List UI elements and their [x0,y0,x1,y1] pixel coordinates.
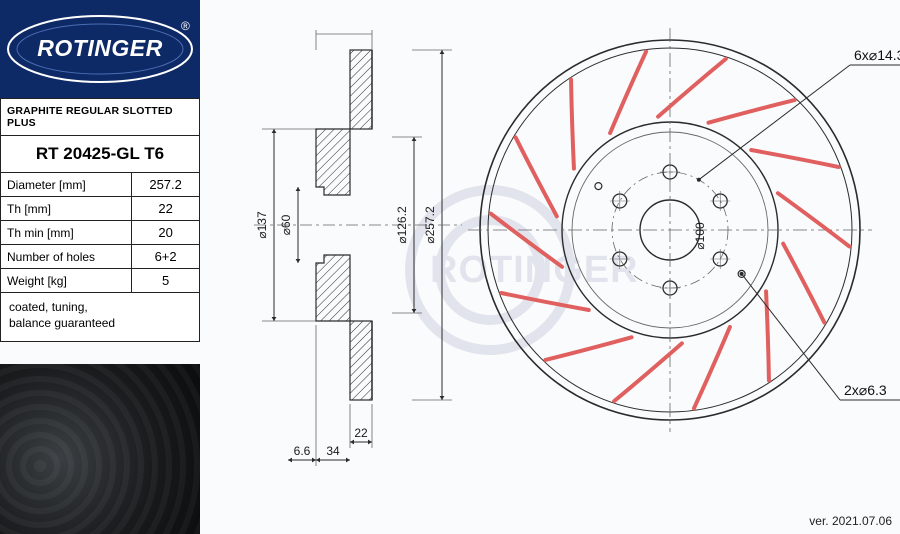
spec-label: Th min [mm] [1,221,132,245]
spec-label: Diameter [mm] [1,173,132,197]
registered-mark: ® [181,19,190,33]
subtitle-row: GRAPHITE REGULAR SLOTTED PLUS [1,99,200,136]
svg-text:2x⌀6.3: 2x⌀6.3 [844,382,887,398]
rotor-slot [614,343,682,401]
svg-text:34: 34 [326,444,340,458]
spec-label: Number of holes [1,245,132,269]
spec-label: Weight [kg] [1,269,132,293]
brand-wordmark: ROTINGER [37,35,162,61]
svg-text:22: 22 [354,426,368,440]
spec-row-weight: Weight [kg] 5 [1,269,200,293]
section-view [254,30,462,466]
rotor-slot [516,137,557,216]
svg-text:⌀137: ⌀137 [255,211,269,239]
svg-text:6.6: 6.6 [294,444,311,458]
svg-text:⌀100: ⌀100 [693,222,707,250]
spec-value: 6+2 [132,245,200,269]
subtitle: GRAPHITE REGULAR SLOTTED PLUS [1,99,200,136]
sidebar-rotor-photo [0,364,200,534]
rotor-slot [545,337,631,360]
part-number-row: RT 20425-GL T6 [1,136,200,173]
svg-text:⌀60: ⌀60 [279,214,293,235]
rotor-slot [491,214,562,267]
spec-row-th-min: Th min [mm] 20 [1,221,200,245]
rotor-slot [783,244,824,323]
rotor-slot [766,291,769,380]
spec-row-diameter: Diameter [mm] 257.2 [1,173,200,197]
spec-table: GRAPHITE REGULAR SLOTTED PLUS RT 20425-G… [0,98,200,342]
spec-value: 5 [132,269,200,293]
svg-text:⌀257.2: ⌀257.2 [423,206,437,244]
spec-label: Th [mm] [1,197,132,221]
rotor-slot [694,327,730,408]
svg-text:⌀126.2: ⌀126.2 [395,206,409,244]
rotor-slot [658,59,726,117]
spec-value: 20 [132,221,200,245]
spec-value: 22 [132,197,200,221]
sidebar: ROTINGER ® GRAPHITE REGULAR SLOTTED PLUS… [0,0,200,534]
rotor-slot [571,80,574,169]
rotor-slot [751,150,838,167]
spec-row-th: Th [mm] 22 [1,197,200,221]
spec-value: 257.2 [132,173,200,197]
notes-text: coated, tuning, balance guaranteed [1,293,200,342]
rotor-slot [610,52,646,133]
svg-text:6x⌀14.3: 6x⌀14.3 [854,47,900,63]
part-number: RT 20425-GL T6 [1,136,200,173]
index-hole [595,183,602,190]
brand-logo: ROTINGER ® [0,0,200,98]
front-view: 6x⌀14.3 2x⌀6.3 [468,28,900,432]
spec-row-holes: Number of holes 6+2 [1,245,200,269]
drawing-canvas: ⌀257.2 ⌀126.2 ⌀137 ⌀60 22 34 6.6 6x⌀14.3 2x⌀6.3 ⌀… [200,0,900,534]
version-label: ver. 2021.07.06 [809,514,892,528]
rotor-slot [501,293,588,310]
rotor-slot [708,100,794,123]
rotor-slot [778,193,849,246]
notes-row: coated, tuning, balance guaranteed [1,293,200,342]
